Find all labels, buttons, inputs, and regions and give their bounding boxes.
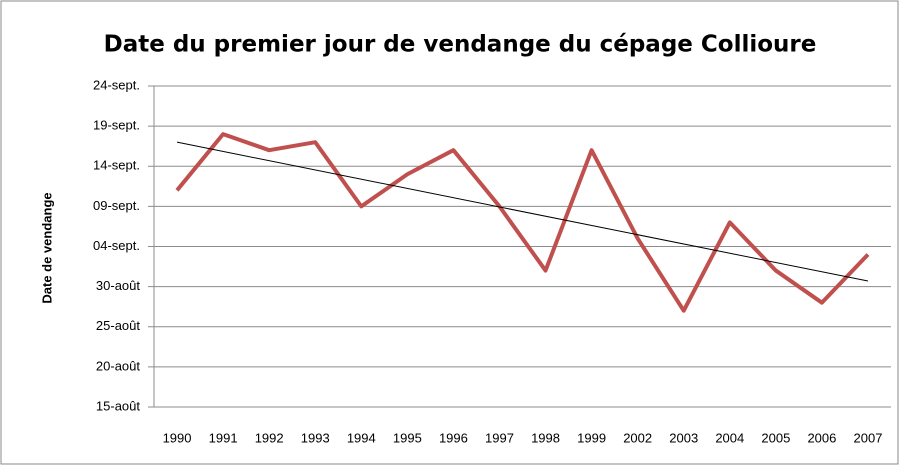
x-tick-label: 2007	[854, 430, 883, 445]
y-tick-label: 15-août	[96, 398, 140, 413]
x-tick-label: 1993	[301, 430, 330, 445]
y-axis-label: Date de vendange	[39, 192, 54, 303]
chart-title: Date du premier jour de vendange du cépa…	[104, 32, 817, 58]
x-tick-label: 2002	[623, 430, 652, 445]
x-tick-label: 2005	[761, 430, 790, 445]
x-tick-label: 1997	[485, 430, 514, 445]
y-tick-label: 19-sept.	[93, 118, 140, 133]
x-tick-label: 1990	[163, 430, 192, 445]
x-tick-label: 1992	[255, 430, 284, 445]
x-tick-label: 1996	[439, 430, 468, 445]
x-tick-label: 1998	[531, 430, 560, 445]
y-tick-label: 04-sept.	[93, 238, 140, 253]
data-line	[175, 132, 870, 313]
x-tick-label: 1999	[577, 430, 606, 445]
y-tick-label: 25-août	[96, 318, 140, 333]
x-tick-label: 1991	[209, 430, 238, 445]
x-tick-label: 1995	[393, 430, 422, 445]
y-tick-label: 09-sept.	[93, 198, 140, 213]
y-tick-label: 24-sept.	[93, 77, 140, 92]
y-tick-label: 14-sept.	[93, 158, 140, 173]
x-tick-label: 2004	[715, 430, 744, 445]
x-tick-label: 1994	[347, 430, 376, 445]
y-tick-label: 30-août	[96, 278, 140, 293]
x-tick-label: 2006	[807, 430, 836, 445]
x-tick-label: 2003	[669, 430, 698, 445]
y-tick-label: 20-août	[96, 358, 140, 373]
trend-line	[176, 141, 869, 282]
